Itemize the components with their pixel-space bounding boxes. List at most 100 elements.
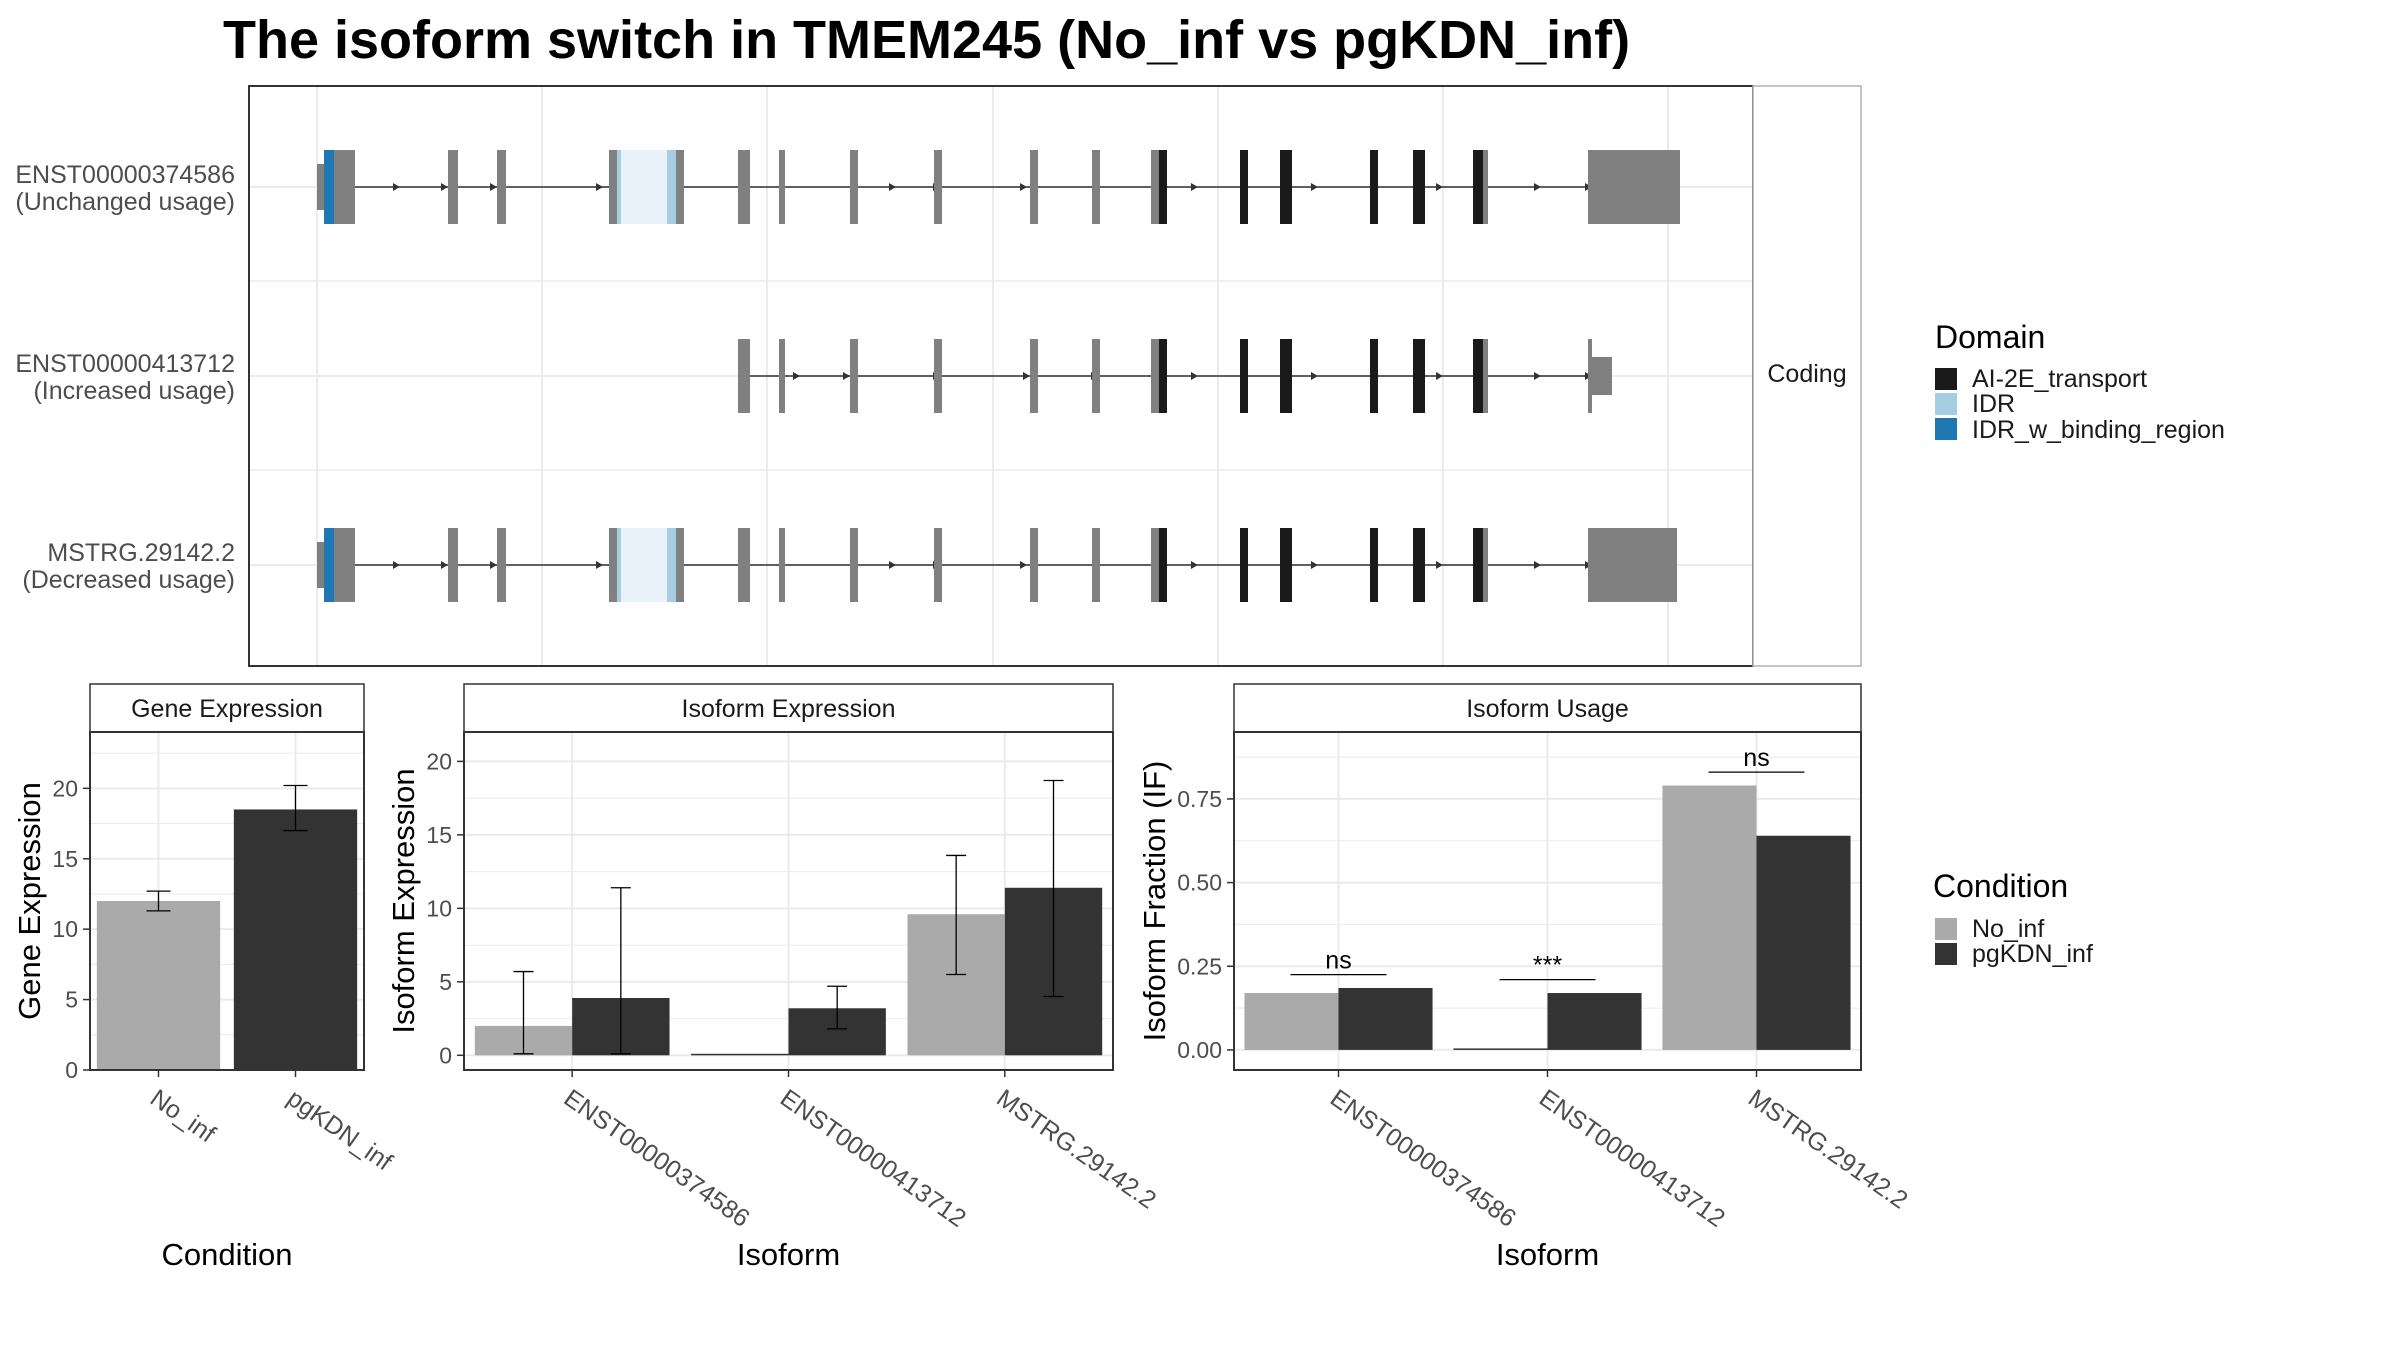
transcript-tracks bbox=[317, 150, 1680, 602]
direction-arrow bbox=[1436, 372, 1443, 380]
direction-arrow bbox=[441, 183, 448, 191]
exon-block bbox=[934, 150, 942, 224]
y-axis-title: Isoform Fraction (IF) bbox=[1137, 761, 1172, 1042]
legend-swatch-no-inf bbox=[1935, 918, 1957, 940]
ai2e-domain bbox=[1240, 339, 1248, 413]
exon-block bbox=[1588, 339, 1592, 413]
figure-title: The isoform switch in TMEM245 (No_inf vs… bbox=[223, 10, 1630, 70]
bar-panel-3: Isoform Usage ns *** ns 0.00 0.25 0.50 0.75 ENST… bbox=[1137, 683, 1913, 1272]
ai2e-domain bbox=[1413, 528, 1425, 602]
exon-block bbox=[934, 339, 942, 413]
transcript-label-id: ENST00000413712 bbox=[15, 350, 235, 378]
exon-block bbox=[448, 150, 458, 224]
idr-domain bbox=[617, 150, 621, 224]
y-tick-label: 5 bbox=[65, 987, 78, 1013]
direction-arrow bbox=[793, 372, 800, 380]
y-tick-label: 0 bbox=[439, 1042, 452, 1068]
direction-arrow bbox=[1191, 561, 1198, 569]
y-tick-label: 0.50 bbox=[1177, 870, 1222, 896]
utr-block bbox=[1592, 528, 1677, 602]
bar-chart-panels: Gene Expression 0 5 10 15 20 No_inf pgKDN_inf Co… bbox=[12, 683, 1913, 1272]
bar-pgKDN_inf bbox=[233, 809, 358, 1070]
direction-arrow bbox=[1191, 372, 1198, 380]
exon-block bbox=[1030, 339, 1038, 413]
transcript-label-id: ENST00000374586 bbox=[15, 161, 235, 189]
utr-block bbox=[1592, 150, 1680, 224]
transcript-label-id: MSTRG.29142.2 bbox=[47, 539, 235, 567]
significance-label: ns bbox=[1325, 947, 1351, 975]
y-tick-label: 15 bbox=[52, 846, 78, 872]
x-axis-title: Isoform bbox=[1496, 1237, 1599, 1272]
structure-strip-label: Coding bbox=[1767, 360, 1846, 388]
ai2e-domain bbox=[1473, 528, 1483, 602]
direction-arrow bbox=[596, 183, 603, 191]
exon-block bbox=[448, 528, 458, 602]
direction-arrow bbox=[490, 561, 497, 569]
transcript-labels: ENST00000374586 (Unchanged usage) ENST00… bbox=[15, 161, 235, 594]
idr-binding-domain bbox=[324, 528, 334, 602]
ai2e-domain bbox=[1473, 339, 1483, 413]
exon-block bbox=[779, 339, 785, 413]
y-tick-label: 10 bbox=[426, 895, 452, 921]
transcript-structure-panel: Coding ENST00000374586 (Unchanged usage)… bbox=[15, 85, 1862, 667]
bar-No_inf-MSTRG.29142.2 bbox=[1662, 785, 1757, 1050]
direction-arrow bbox=[393, 183, 400, 191]
exon-block bbox=[609, 528, 617, 602]
error-bar bbox=[283, 784, 308, 832]
error-bar bbox=[146, 890, 171, 912]
direction-arrow bbox=[1534, 561, 1541, 569]
direction-arrow bbox=[1311, 183, 1318, 191]
legend-label: AI-2E_transport bbox=[1972, 365, 2147, 393]
idr-region bbox=[617, 528, 667, 602]
bar-No_inf bbox=[96, 901, 221, 1070]
transcript-track bbox=[317, 150, 1680, 224]
bar-No_inf-ENST00000413712 bbox=[1453, 1048, 1548, 1050]
condition-legend-title: Condition bbox=[1933, 868, 2068, 904]
transcript-track bbox=[317, 528, 1677, 602]
direction-arrow bbox=[889, 183, 896, 191]
exon-block bbox=[1588, 528, 1592, 602]
exon-block bbox=[850, 339, 858, 413]
x-tick-label: No_inf bbox=[145, 1084, 220, 1148]
condition-legend: Condition No_inf pgKDN_inf bbox=[1933, 868, 2093, 968]
significance-label: ns bbox=[1743, 744, 1769, 772]
idr-binding-domain bbox=[324, 150, 334, 224]
legend-swatch-ai2e bbox=[1935, 368, 1957, 390]
domain-legend: Domain AI-2E_transport IDR IDR_w_binding… bbox=[1935, 319, 2225, 444]
exon-block bbox=[497, 528, 506, 602]
x-tick-label: MSTRG.29142.2 bbox=[1743, 1084, 1913, 1215]
y-tick-label: 0.25 bbox=[1177, 953, 1222, 979]
x-tick-label: ENST00000413712 bbox=[1534, 1084, 1730, 1233]
ai2e-domain bbox=[1413, 339, 1425, 413]
x-tick-label: ENST00000374586 bbox=[559, 1084, 755, 1233]
direction-arrow bbox=[1191, 183, 1198, 191]
legend-label: No_inf bbox=[1972, 915, 2044, 943]
exon-block bbox=[779, 150, 785, 224]
utr-block bbox=[317, 542, 325, 588]
error-bar bbox=[946, 854, 967, 976]
direction-arrow bbox=[1023, 372, 1030, 380]
ai2e-domain bbox=[1280, 528, 1292, 602]
x-tick-label: MSTRG.29142.2 bbox=[991, 1084, 1161, 1215]
ai2e-domain bbox=[1240, 150, 1248, 224]
legend-swatch-idr-binding bbox=[1935, 418, 1957, 440]
bar-No_inf-ENST00000374586 bbox=[1244, 993, 1339, 1050]
y-tick-label: 15 bbox=[426, 822, 452, 848]
y-tick-label: 10 bbox=[52, 916, 78, 942]
legend-label: pgKDN_inf bbox=[1972, 940, 2093, 968]
y-tick-label: 20 bbox=[52, 775, 78, 801]
direction-arrow bbox=[1311, 561, 1318, 569]
direction-arrow bbox=[1311, 372, 1318, 380]
ai2e-domain bbox=[1240, 528, 1248, 602]
panel-border bbox=[89, 731, 365, 1071]
ai2e-domain bbox=[1370, 150, 1378, 224]
significance-label: *** bbox=[1533, 952, 1562, 980]
transcript-label-usage: (Increased usage) bbox=[33, 377, 235, 405]
direction-arrow bbox=[1436, 183, 1443, 191]
panel-title: Isoform Expression bbox=[682, 695, 896, 723]
x-tick-label: ENST00000413712 bbox=[775, 1084, 971, 1233]
transcript-track bbox=[738, 339, 1612, 413]
panel-title: Gene Expression bbox=[131, 695, 323, 723]
bar-panel-2: Isoform Expression 0 5 10 15 20 ENST0000037458… bbox=[386, 683, 1161, 1272]
